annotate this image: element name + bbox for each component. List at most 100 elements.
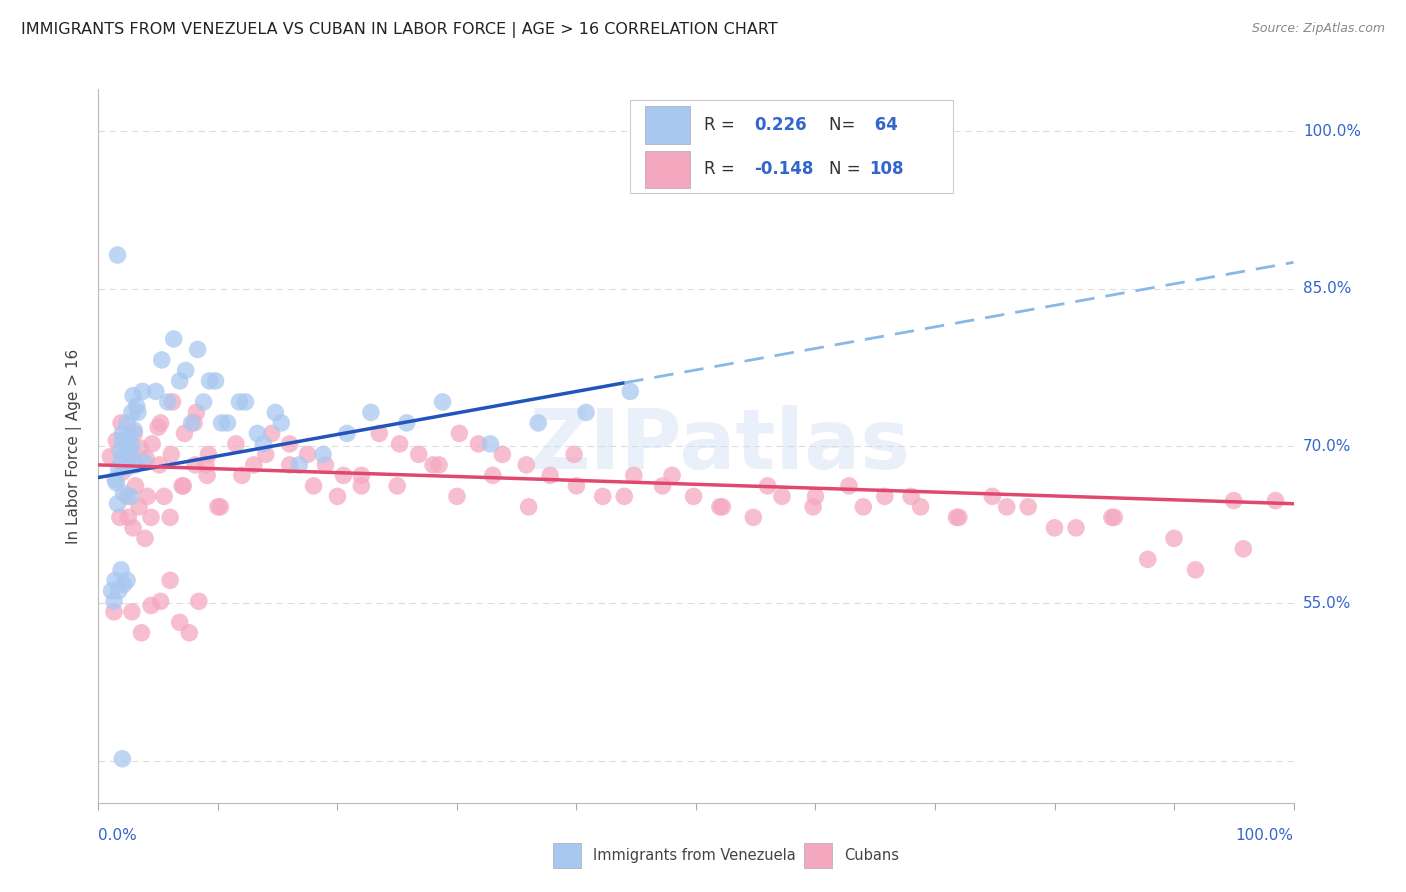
Point (613, 489, 636, 503)
Point (103, 605, 125, 619)
Point (169, 615, 191, 630)
Point (104, 473, 127, 487)
Point (1264, 493, 1286, 508)
Point (432, 395, 454, 409)
Point (873, 489, 896, 503)
Point (112, 577, 135, 591)
Point (651, 479, 673, 493)
Point (125, 399, 148, 413)
Text: 108: 108 (869, 161, 904, 178)
Point (360, 405, 382, 419)
Point (315, 458, 337, 472)
Point (252, 437, 274, 451)
Text: N=: N= (828, 116, 860, 134)
Point (117, 460, 139, 475)
Point (174, 363, 197, 377)
Point (1102, 510, 1125, 524)
Point (326, 489, 349, 503)
Point (217, 416, 239, 430)
Point (131, 625, 153, 640)
Point (312, 447, 335, 461)
Point (111, 465, 134, 479)
Point (103, 594, 125, 608)
Point (427, 458, 450, 472)
Text: N =: N = (828, 161, 866, 178)
Point (107, 248, 129, 262)
Point (162, 395, 184, 409)
Point (197, 447, 219, 461)
Point (408, 447, 430, 461)
Point (770, 489, 793, 503)
Point (254, 447, 277, 461)
Point (115, 439, 138, 453)
Point (117, 510, 139, 524)
Point (264, 405, 287, 419)
Point (121, 439, 143, 453)
Point (225, 437, 247, 451)
Point (467, 437, 489, 451)
Point (981, 489, 1004, 503)
Point (1136, 552, 1159, 566)
Point (187, 343, 209, 357)
Point (186, 405, 208, 419)
Point (288, 458, 311, 472)
Point (1064, 521, 1087, 535)
Point (801, 500, 824, 514)
Text: 100.0%: 100.0% (1303, 124, 1361, 138)
Point (108, 510, 131, 524)
Point (1017, 500, 1039, 514)
Point (118, 428, 141, 442)
Point (124, 426, 146, 441)
Point (515, 458, 537, 472)
Point (180, 416, 202, 430)
Point (172, 479, 194, 493)
Point (111, 752, 134, 766)
Point (120, 447, 142, 461)
Point (100, 583, 122, 598)
Point (297, 447, 319, 461)
Point (852, 500, 875, 514)
Point (124, 423, 146, 437)
Point (756, 479, 779, 493)
Point (517, 500, 540, 514)
Point (124, 458, 146, 472)
Bar (553, 844, 581, 869)
Point (260, 426, 283, 441)
Point (156, 395, 179, 409)
Point (173, 426, 195, 441)
Point (481, 468, 505, 483)
Point (135, 451, 157, 466)
Point (169, 374, 191, 388)
Point (172, 479, 194, 493)
Point (204, 374, 226, 388)
Point (1222, 493, 1246, 508)
Point (900, 489, 922, 503)
Point (193, 395, 215, 409)
Text: Cubans: Cubans (844, 848, 900, 863)
Point (115, 574, 138, 588)
Point (246, 426, 269, 441)
Point (110, 416, 132, 430)
Text: R =: R = (704, 116, 741, 134)
Point (160, 447, 183, 461)
Point (422, 458, 444, 472)
Point (121, 605, 143, 619)
Text: 64: 64 (869, 116, 898, 134)
Point (159, 510, 181, 524)
Point (136, 489, 159, 503)
Text: ZIPatlas: ZIPatlas (530, 406, 910, 486)
Point (682, 489, 704, 503)
Text: 100.0%: 100.0% (1236, 828, 1294, 843)
Point (619, 384, 641, 399)
Point (112, 486, 135, 500)
Text: 55.0%: 55.0% (1303, 596, 1351, 611)
Point (1101, 510, 1123, 524)
Point (129, 441, 152, 455)
Point (661, 468, 683, 483)
Text: IMMIGRANTS FROM VENEZUELA VS CUBAN IN LABOR FORCE | AGE > 16 CORRELATION CHART: IMMIGRANTS FROM VENEZUELA VS CUBAN IN LA… (21, 22, 778, 38)
Point (149, 416, 172, 430)
Point (711, 500, 734, 514)
Point (145, 384, 167, 399)
Point (742, 510, 765, 524)
Point (211, 416, 233, 430)
